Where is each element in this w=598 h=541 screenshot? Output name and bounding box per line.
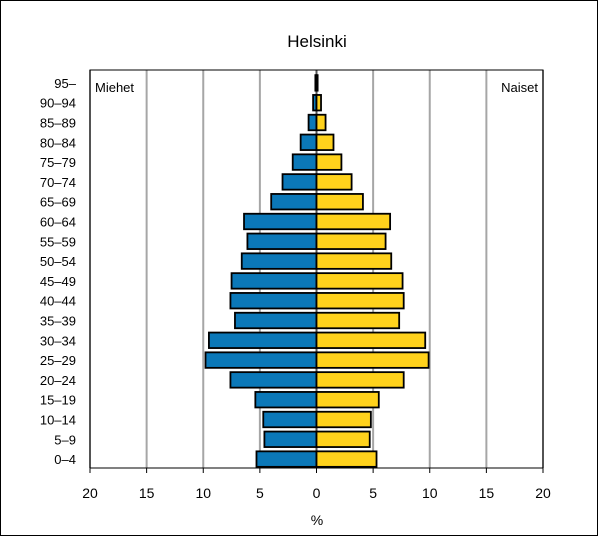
chart-title: Helsinki: [287, 32, 347, 51]
y-tick-label: 80–84: [40, 135, 76, 150]
bar-miehet: [229, 371, 318, 389]
plot-area-border: [89, 69, 544, 469]
bar-miehet: [291, 153, 318, 171]
bar-naiset: [315, 133, 335, 151]
bar-miehet: [234, 311, 318, 330]
y-tick-label: 5–9: [54, 432, 76, 447]
bar-naiset: [315, 252, 393, 270]
bar-naiset: [315, 113, 327, 132]
y-tick-label: 35–39: [40, 314, 76, 329]
bar-naiset: [315, 410, 372, 429]
y-tick-label: 20–24: [40, 373, 76, 388]
x-tick-labels: 20 15 10 5 0 5 10 15 20: [82, 485, 551, 501]
x-tick-label: 10: [195, 485, 211, 501]
x-tick-label: 5: [369, 485, 377, 501]
bar-naiset: [315, 331, 427, 349]
x-tick-label: 15: [139, 485, 155, 501]
bars-layer: [204, 74, 430, 468]
y-tick-label: 95–: [54, 76, 76, 91]
bar-naiset: [315, 430, 371, 448]
x-tick-label: 20: [535, 485, 551, 501]
bar-naiset: [315, 153, 343, 171]
legend-label-naiset: Naiset: [501, 80, 538, 95]
bar-naiset: [315, 272, 404, 290]
bar-miehet: [299, 133, 318, 151]
y-tick-label: 50–54: [40, 254, 76, 269]
bar-naiset: [315, 94, 322, 112]
y-tick-label: 65–69: [40, 195, 76, 210]
bar-miehet: [307, 113, 318, 132]
bar-miehet: [262, 410, 318, 429]
bar-naiset: [315, 193, 364, 211]
bar-miehet: [240, 252, 318, 270]
x-tick-label: 5: [256, 485, 264, 501]
y-tick-label: 45–49: [40, 274, 76, 289]
bar-naiset: [315, 371, 405, 389]
y-tick-label: 0–4: [54, 452, 76, 467]
bar-miehet: [255, 450, 318, 468]
x-tick-label: 0: [313, 485, 321, 501]
x-tick-label: 10: [422, 485, 438, 501]
bar-naiset: [315, 212, 392, 231]
bar-miehet: [281, 173, 318, 191]
bar-miehet: [254, 391, 318, 409]
y-tick-label: 25–29: [40, 353, 76, 368]
bar-miehet: [208, 331, 318, 349]
bar-naiset: [315, 74, 319, 92]
bar-naiset: [315, 450, 378, 468]
bar-naiset: [315, 173, 353, 191]
x-tick-label: 15: [479, 485, 495, 501]
y-tick-label: 70–74: [40, 175, 76, 190]
y-tick-label: 40–44: [40, 294, 76, 309]
bar-miehet: [229, 292, 318, 310]
bar-miehet: [270, 193, 318, 211]
bar-miehet: [243, 212, 318, 231]
y-tick-label: 15–19: [40, 393, 76, 408]
bar-naiset: [315, 292, 405, 310]
x-tick-label: 20: [82, 485, 98, 501]
x-axis-title: %: [311, 512, 323, 528]
bar-naiset: [315, 391, 380, 409]
y-tick-label: 60–64: [40, 215, 76, 230]
y-tick-label: 55–59: [40, 234, 76, 249]
y-tick-label: 90–94: [40, 96, 76, 111]
bar-miehet: [246, 232, 318, 250]
bar-naiset: [315, 351, 430, 369]
bar-naiset: [315, 232, 387, 250]
bar-miehet: [230, 272, 318, 290]
y-tick-label: 85–89: [40, 116, 76, 131]
y-tick-labels: 0–4 5–9 10–14 15–19 20–24 25–29 30–34 35–39 40–4…: [40, 76, 77, 467]
y-tick-label: 30–34: [40, 333, 76, 348]
y-tick-label: 75–79: [40, 155, 76, 170]
legend-label-miehet: Miehet: [95, 80, 134, 95]
bar-naiset: [315, 311, 401, 330]
bar-miehet: [204, 351, 318, 369]
y-tick-label: 10–14: [40, 413, 76, 428]
bar-miehet: [263, 430, 318, 448]
